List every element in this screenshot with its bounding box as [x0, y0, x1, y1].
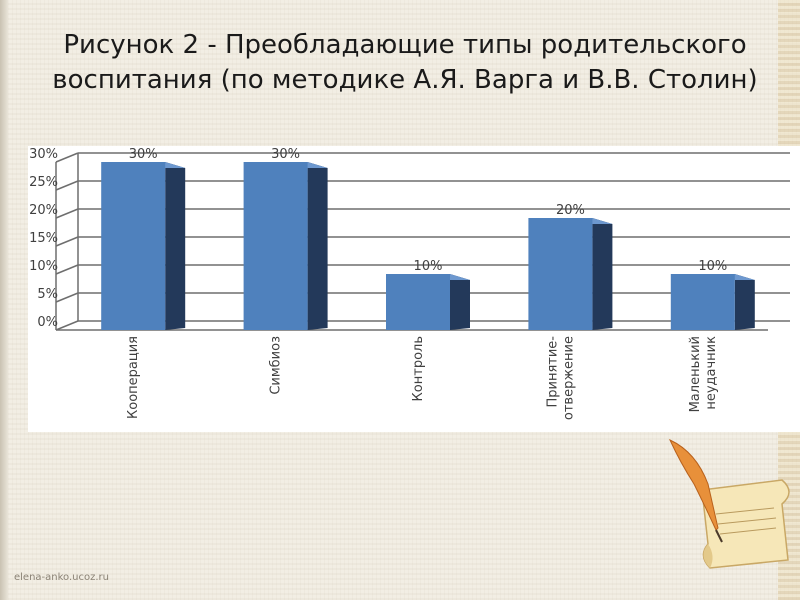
bar-4 — [670, 274, 735, 330]
gridline-depth — [55, 320, 79, 331]
chart-panel: 0% 5% 10% 15% 20% 25% 30% 30% Кооперация 30% Симби… — [28, 146, 800, 432]
bar-side-2 — [450, 274, 470, 330]
data-label-4: 10% — [698, 259, 727, 274]
data-label-2: 10% — [414, 259, 443, 274]
data-label-0: 30% — [129, 147, 158, 162]
bar-chart: 0% 5% 10% 15% 20% 25% 30% 30% Кооперация 30% Симби… — [29, 147, 790, 420]
bar-side-1 — [307, 162, 328, 330]
x-tick-label-4: Маленькийнеудачник — [688, 336, 719, 413]
x-tick-label-1: Симбиоз — [269, 336, 284, 395]
x-tick-label-3: Принятие-отвержение — [545, 336, 576, 420]
x-tick-line: Контроль — [411, 336, 426, 401]
y-tick-label: 20% — [29, 203, 58, 218]
page-edge — [0, 0, 8, 600]
y-tick-label: 15% — [29, 231, 58, 246]
quill-scroll-icon — [668, 438, 790, 569]
gridline-depth — [55, 180, 79, 191]
y-tick-label: 5% — [37, 287, 58, 302]
y-tick-label: 0% — [37, 315, 58, 330]
data-label-1: 30% — [271, 147, 300, 162]
bar-3 — [528, 218, 593, 330]
gridline-depth — [55, 236, 79, 247]
bar-0 — [101, 162, 166, 330]
footer-url: elena-anko.ucoz.ru — [14, 572, 110, 583]
gridline-depth — [55, 292, 79, 303]
bar-side-0 — [165, 162, 186, 330]
x-tick-line: Симбиоз — [269, 336, 284, 395]
x-tick-label-2: Контроль — [411, 336, 426, 401]
x-tick-line: отвержение — [561, 336, 576, 420]
bar-2 — [386, 274, 450, 330]
gridline-depth — [55, 264, 79, 275]
bar-1 — [243, 162, 308, 330]
slide-title: Рисунок 2 - Преобладающие типы родительс… — [52, 30, 758, 95]
y-tick-label: 25% — [29, 175, 58, 190]
x-tick-line: неудачник — [704, 336, 719, 410]
bar-side-3 — [592, 218, 613, 330]
bar-side-4 — [734, 274, 755, 330]
x-tick-label-0: Кооперация — [126, 336, 141, 419]
x-tick-line: Маленький — [688, 336, 703, 412]
y-tick-label: 30% — [29, 147, 58, 162]
x-tick-line: Кооперация — [126, 336, 141, 419]
x-tick-line: Принятие- — [545, 336, 560, 408]
y-tick-label: 10% — [29, 259, 58, 274]
gridline-depth — [55, 152, 79, 163]
gridline-depth — [55, 208, 79, 219]
data-label-3: 20% — [556, 203, 585, 218]
